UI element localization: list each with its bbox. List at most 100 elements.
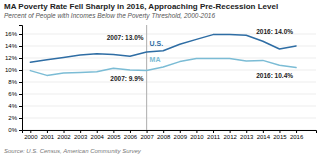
x-tick: 2000 — [24, 130, 38, 140]
x-tick-label: 2001 — [41, 134, 55, 140]
chart: MA Poverty Rate Fell Sharply in 2016, Ap… — [0, 0, 324, 156]
y-tick: 0% — [8, 127, 22, 133]
x-tick-label: 2006 — [124, 134, 138, 140]
x-tick-mark — [80, 130, 81, 133]
y-tick-label: 6% — [8, 91, 17, 97]
y-tick-label: 2% — [8, 115, 17, 121]
series-line — [30, 35, 296, 63]
x-tick: 2013 — [240, 130, 254, 140]
x-tick: 2009 — [174, 130, 188, 140]
y-tick: 16% — [5, 31, 22, 37]
x-tick-label: 2008 — [157, 134, 171, 140]
source: Source: U.S. Census, American Community … — [4, 148, 142, 154]
y-tick-mark — [19, 58, 22, 59]
x-tick-label: 2007 — [140, 134, 154, 140]
y-tick-mark — [19, 106, 22, 107]
y-tick: 14% — [5, 43, 22, 49]
x-tick-label: 2014 — [257, 134, 271, 140]
y-tick-mark — [19, 118, 22, 119]
x-tick-mark — [47, 130, 48, 133]
x-tick-label: 2011 — [207, 134, 221, 140]
x-tick: 2014 — [257, 130, 271, 140]
x-tick: 2004 — [91, 130, 105, 140]
x-tick-mark — [163, 130, 164, 133]
x-tick: 2015 — [273, 130, 287, 140]
x-tick: 2010 — [190, 130, 204, 140]
x-tick: 2002 — [57, 130, 71, 140]
x-tick-label: 2000 — [24, 134, 38, 140]
y-tick: 8% — [8, 79, 22, 85]
x-tick: 2005 — [107, 130, 121, 140]
x-tick: 2012 — [223, 130, 237, 140]
reference-line — [146, 25, 147, 130]
x-tick-label: 2003 — [74, 134, 88, 140]
x-tick-label: 2012 — [223, 134, 237, 140]
annotation: 2016: 14.0% — [256, 28, 293, 35]
y-tick-label: 12% — [5, 55, 18, 61]
x-tick-mark — [64, 130, 65, 133]
x-tick-mark — [147, 130, 148, 133]
x-axis-line — [23, 131, 317, 134]
x-tick-mark — [296, 130, 297, 133]
title: MA Poverty Rate Fell Sharply in 2016, Ap… — [4, 2, 278, 11]
series-label: MA — [150, 56, 161, 63]
grid-line — [22, 118, 316, 119]
annotation: 2016: 10.4% — [256, 72, 293, 79]
y-axis: 0% 2% 4% 6% 8% 10% 12% 14% 16% — [5, 26, 23, 134]
x-tick-label: 2010 — [190, 134, 204, 140]
x-tick-label: 2002 — [57, 134, 71, 140]
x-tick-mark — [213, 130, 214, 133]
y-tick: 2% — [8, 115, 22, 121]
grid — [22, 34, 316, 130]
subtitle: Percent of People with Incomes Below the… — [4, 12, 215, 20]
y-tick: 4% — [8, 103, 22, 109]
annotation: 2007: 9.9% — [110, 75, 143, 82]
annotation: 2007: 13.0% — [107, 34, 144, 41]
y-tick: 6% — [8, 91, 22, 97]
grid-line — [22, 94, 316, 95]
x-tick-label: 2009 — [174, 134, 188, 140]
x-tick-mark — [279, 130, 280, 133]
y-tick-label: 8% — [8, 79, 17, 85]
x-tick: 2011 — [207, 130, 221, 140]
grid-line — [22, 70, 316, 71]
y-tick: 10% — [5, 67, 22, 73]
plot — [30, 25, 296, 130]
x-tick-mark — [30, 130, 31, 133]
x-tick-mark — [113, 130, 114, 133]
y-tick-mark — [19, 46, 22, 47]
y-tick-mark — [19, 94, 22, 95]
series-labels: U.S. MA — [150, 40, 164, 63]
x-tick: 2007 — [140, 130, 154, 140]
y-tick-mark — [19, 34, 22, 35]
y-tick: 12% — [5, 55, 22, 61]
y-tick-label: 10% — [5, 67, 18, 73]
y-tick-mark — [19, 82, 22, 83]
series-label: U.S. — [150, 40, 164, 47]
x-tick-label: 2013 — [240, 134, 254, 140]
annotations: 2007: 13.0% 2007: 9.9% 2016: 14.0% 2016: 10… — [107, 28, 294, 82]
y-tick-mark — [19, 70, 22, 71]
x-tick-mark — [263, 130, 264, 133]
y-tick-label: 16% — [5, 31, 18, 37]
y-tick-mark — [19, 130, 22, 131]
x-tick-mark — [180, 130, 181, 133]
grid-line — [22, 106, 316, 107]
x-tick: 2003 — [74, 130, 88, 140]
x-tick: 2006 — [124, 130, 138, 140]
x-tick-mark — [230, 130, 231, 133]
x-axis: 2000200120022003200420052006200720082009… — [23, 130, 317, 140]
y-tick-label: 4% — [8, 103, 17, 109]
x-tick: 2001 — [41, 130, 55, 140]
x-tick-mark — [196, 130, 197, 133]
x-tick-mark — [246, 130, 247, 133]
x-tick-label: 2005 — [107, 134, 121, 140]
x-tick: 2016 — [290, 130, 304, 140]
x-tick-label: 2015 — [273, 134, 287, 140]
x-tick-label: 2016 — [290, 134, 304, 140]
x-tick: 2008 — [157, 130, 171, 140]
x-tick-label: 2004 — [91, 134, 105, 140]
x-tick-mark — [97, 130, 98, 133]
y-tick-label: 14% — [5, 43, 18, 49]
y-axis-line — [19, 26, 23, 131]
